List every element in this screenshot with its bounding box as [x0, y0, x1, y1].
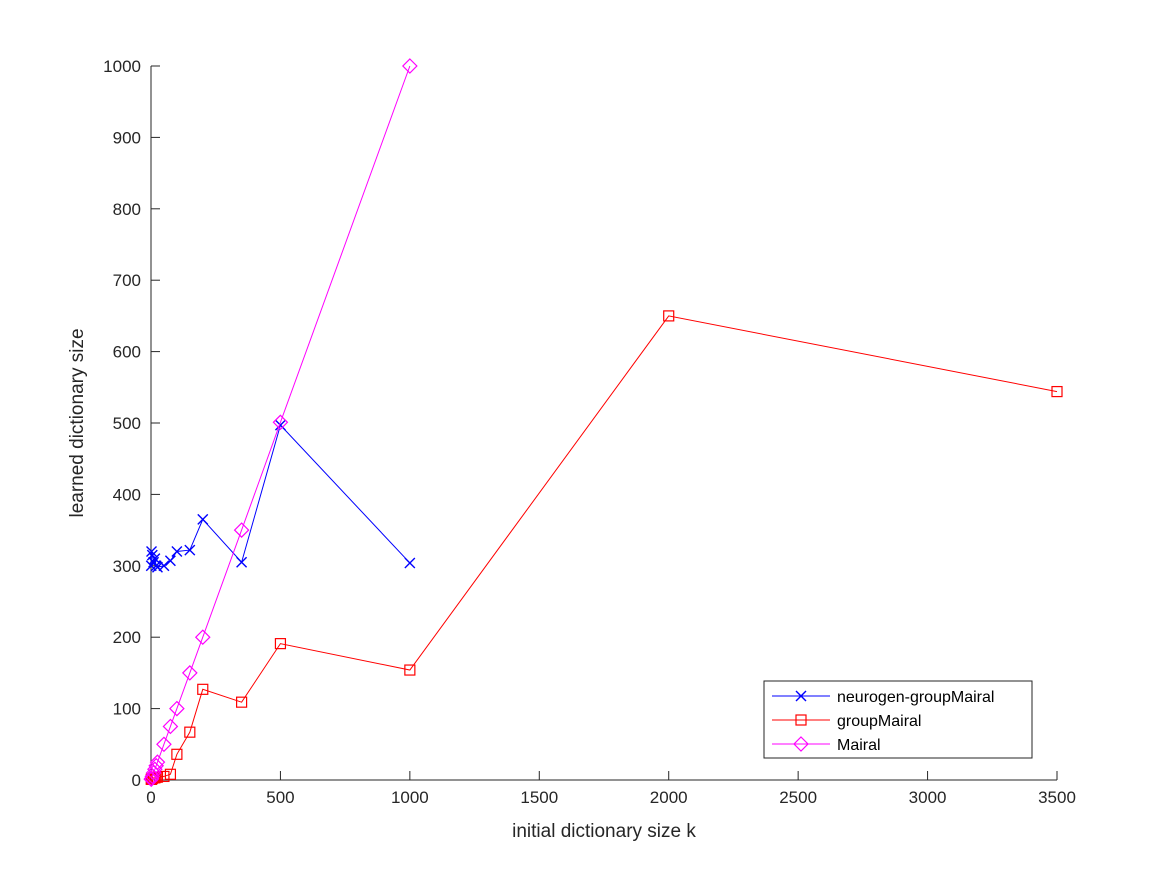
- y-tick-label: 900: [113, 128, 141, 147]
- data-point-mairal: [156, 736, 172, 753]
- data-point-groupmairal: [197, 683, 209, 695]
- marker-stroke: [795, 690, 807, 702]
- data-point-groupmairal: [404, 664, 416, 676]
- data-point-neurogen-groupmairal: [151, 561, 163, 573]
- data-point-neurogen-groupmairal: [146, 546, 158, 558]
- marker-stroke: [197, 513, 209, 525]
- x-tick-label: 0: [146, 788, 155, 807]
- data-point-neurogen-groupmairal: [274, 419, 286, 431]
- data-point-mairal: [162, 718, 179, 735]
- y-tick-label: 500: [113, 414, 141, 433]
- x-tick-label: 500: [266, 788, 294, 807]
- legend-marker: [793, 736, 809, 752]
- axes: 0 500 1000 1500 2000 2500 3000 3500 0 100 200 300 40…: [103, 57, 1076, 807]
- x-tick-label: 3500: [1038, 788, 1076, 807]
- data-point-neurogen-groupmairal: [197, 513, 209, 525]
- data-point-groupmairal: [164, 768, 177, 780]
- data-point-neurogen-groupmairal: [236, 556, 248, 568]
- y-tick-label: 100: [113, 700, 141, 719]
- data-point-groupmairal: [1051, 385, 1063, 398]
- series-line-neurogen-groupmairal: [150, 424, 411, 568]
- data-point-mairal: [272, 414, 289, 431]
- marker-stroke: [158, 560, 170, 572]
- data-point-mairal: [181, 665, 198, 681]
- marker-stroke: [171, 546, 183, 558]
- data-point-mairal: [233, 522, 250, 538]
- data-point-groupmairal: [171, 748, 183, 760]
- data-point-groupmairal: [274, 638, 287, 650]
- x-tick-label: 2500: [779, 788, 817, 807]
- legend-item-groupmairal: groupMairal: [772, 713, 921, 730]
- legend-label: groupMairal: [837, 713, 921, 730]
- x-tick-label: 1500: [520, 788, 558, 807]
- marker-stroke: [184, 544, 196, 556]
- data-point-neurogen-groupmairal: [158, 560, 170, 572]
- data-point-mairal: [149, 754, 166, 770]
- legend-marker: [795, 690, 807, 702]
- x-axis-label: initial dictionary size k: [512, 821, 696, 842]
- series-line-mairal: [150, 65, 411, 780]
- series-layer: [143, 58, 1063, 788]
- marker-stroke: [404, 557, 416, 569]
- legend-label: neurogen-groupMairal: [837, 689, 994, 706]
- marker-stroke: [236, 556, 248, 568]
- x-tick-label: 1000: [391, 788, 429, 807]
- data-point-groupmairal: [184, 726, 196, 738]
- data-point-mairal: [402, 58, 418, 74]
- y-tick-label: 0: [132, 771, 141, 790]
- data-point-mairal: [169, 700, 185, 717]
- y-tick-label: 600: [113, 343, 141, 362]
- data-point-mairal: [143, 770, 160, 787]
- y-tick-label: 1000: [103, 57, 141, 76]
- series-line-groupmairal: [151, 315, 1058, 780]
- series-neurogen-groupmairal: [145, 419, 416, 573]
- marker-stroke: [274, 419, 286, 431]
- y-axis-label: learned dictionary size: [67, 328, 88, 517]
- x-tick-label: 3000: [909, 788, 947, 807]
- marker-stroke: [146, 546, 158, 558]
- x-tick-label: 2000: [650, 788, 688, 807]
- data-point-mairal: [194, 629, 211, 646]
- legend-label: Mairal: [837, 737, 881, 754]
- marker-stroke: [164, 555, 176, 567]
- data-point-neurogen-groupmairal: [184, 544, 196, 556]
- legend-item-mairal: Mairal: [772, 736, 881, 754]
- y-tick-label: 700: [113, 271, 141, 290]
- legend-item-neurogen-groupmairal: neurogen-groupMairal: [772, 689, 994, 706]
- legend: neurogen-groupMairal groupMairal Mairal: [763, 680, 1033, 759]
- marker-stroke: [151, 561, 163, 573]
- y-tick-label: 200: [113, 628, 141, 647]
- series-mairal: [143, 58, 418, 788]
- data-point-groupmairal: [236, 696, 248, 708]
- data-point-neurogen-groupmairal: [404, 557, 416, 569]
- y-tick-label: 300: [113, 557, 141, 576]
- legend-marker: [795, 714, 807, 726]
- data-point-neurogen-groupmairal: [164, 555, 176, 567]
- y-tick-label: 400: [113, 485, 141, 504]
- data-point-groupmairal: [663, 310, 675, 322]
- y-tick-label: 800: [113, 200, 141, 219]
- data-point-neurogen-groupmairal: [171, 546, 183, 558]
